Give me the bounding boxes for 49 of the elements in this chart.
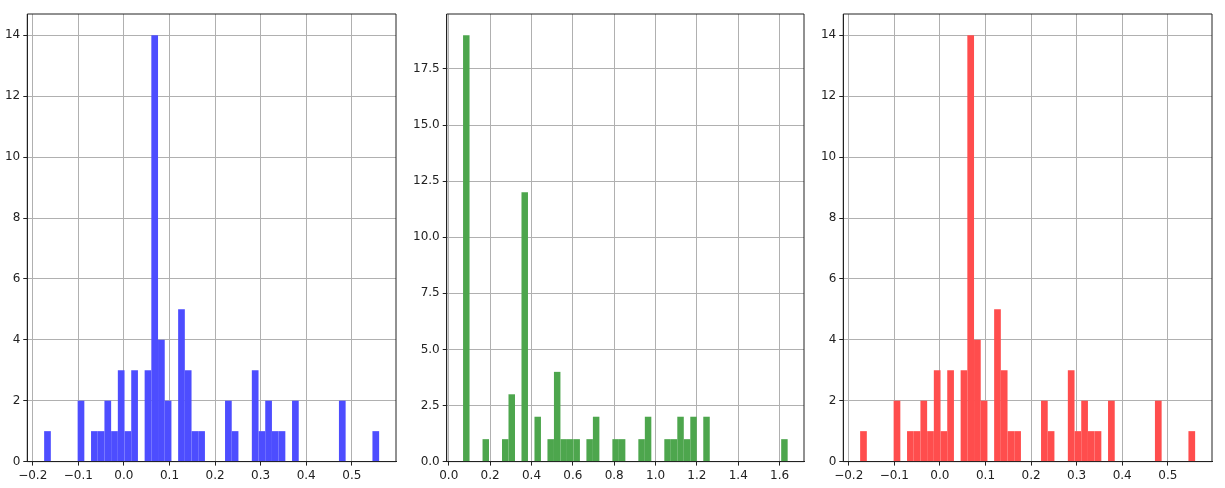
y-tick-label: 8 [828,210,837,225]
y-tick-label: 8 [12,210,21,225]
y-tick-label: 0.0 [420,453,440,468]
y-tick-label: 10 [4,149,21,164]
x-tick-label: 0.0 [439,467,459,482]
x-tick-label: 0.5 [1158,467,1178,482]
x-tick-label: 0.0 [114,467,134,482]
y-tick-label: 0 [12,453,21,468]
x-tick-label: 0.1 [975,467,996,482]
x-tick-label: 0.4 [296,467,316,482]
x-tick-label: 1.4 [728,467,748,482]
y-tick-label: 10 [820,149,837,164]
y-tick-label: 6 [828,271,837,286]
y-tick-label: 4 [828,331,837,346]
y-tick-label: 12 [820,88,837,103]
x-tick-label: 0.0 [930,467,950,482]
x-tick-label: 0.2 [205,467,225,482]
y-tick-label: 12.5 [413,173,440,188]
y-tick-label: 0 [828,453,837,468]
x-tick-label: −0.1 [879,467,909,482]
x-tick-label: 0.1 [159,467,180,482]
y-tick-label: 5.0 [420,341,440,356]
x-tick-label: 0.6 [563,467,583,482]
x-tick-label: −0.2 [18,467,48,482]
x-tick-label: 0.3 [1067,467,1087,482]
y-tick-label: 4 [12,331,21,346]
x-tick-label: 0.4 [1112,467,1132,482]
x-tick-label: 0.3 [251,467,271,482]
y-tick-label: 7.5 [420,285,440,300]
y-tick-label: 2 [828,392,837,407]
x-tick-label: 1.0 [646,467,666,482]
x-tick-label: 0.2 [1021,467,1041,482]
x-tick-label: 0.8 [604,467,624,482]
y-tick-label: 14 [4,27,21,42]
y-tick-label: 14 [820,27,837,42]
y-tick-label: 15.0 [413,117,440,132]
x-tick-label: 1.6 [770,467,790,482]
x-tick-label: −0.1 [63,467,93,482]
y-tick-label: 2.5 [420,397,440,412]
x-tick-label: −0.2 [834,467,864,482]
x-tick-label: 0.4 [521,467,542,482]
y-tick-label: 12 [4,88,21,103]
y-tick-label: 17.5 [413,61,440,76]
x-tick-label: 0.5 [342,467,362,482]
x-tick-label: 0.2 [480,467,500,482]
y-tick-label: 6 [12,271,21,286]
x-tick-label: 1.2 [687,467,707,482]
y-tick-label: 10.0 [413,229,440,244]
y-tick-label: 2 [12,392,21,407]
